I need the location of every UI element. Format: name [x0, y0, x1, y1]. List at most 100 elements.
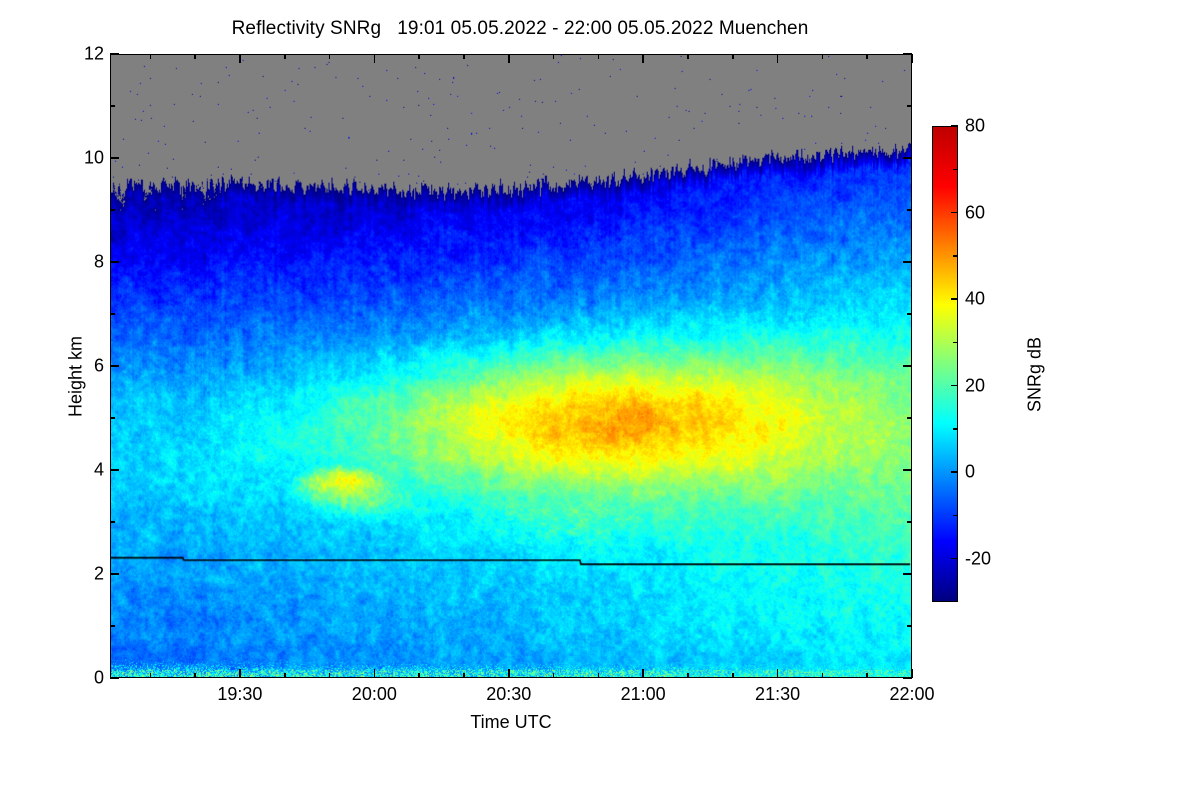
x-tick-label: 21:30 — [755, 684, 801, 704]
y-tick — [903, 573, 912, 575]
y-tick — [110, 157, 119, 159]
y-tick-minor — [110, 105, 115, 107]
x-tick — [373, 54, 376, 63]
x-tick-minor — [597, 673, 600, 678]
x-tick-label: 22:00 — [889, 684, 935, 704]
x-axis-title: Time UTC — [470, 712, 552, 732]
y-tick — [110, 469, 119, 471]
colorbar-tick — [951, 125, 958, 127]
x-tick-minor — [687, 673, 689, 678]
x-tick-minor — [731, 673, 734, 678]
x-tick-minor — [328, 673, 331, 678]
x-tick-minor — [866, 54, 868, 59]
x-tick — [373, 669, 376, 678]
colorbar-tick — [951, 384, 958, 387]
y-tick — [903, 469, 912, 471]
y-tick-minor — [110, 313, 115, 315]
x-tick — [642, 54, 644, 63]
y-tick-label: 4 — [93, 459, 104, 480]
y-tick-minor — [907, 105, 912, 107]
x-tick — [776, 54, 779, 63]
colorbar-tick-label: 80 — [965, 115, 986, 136]
colorbar-tick — [951, 298, 958, 300]
y-tick-label: 2 — [93, 563, 104, 584]
reflectivity-heatmap — [111, 55, 911, 677]
x-tick-minor — [149, 673, 152, 678]
x-tick-label: 19:30 — [217, 684, 263, 704]
x-tick — [239, 54, 241, 63]
x-tick-label: 20:30 — [486, 684, 532, 704]
colorbar-tick-label: 20 — [965, 375, 986, 396]
x-tick — [776, 669, 779, 678]
y-tick-minor — [907, 521, 912, 523]
x-tick-minor — [552, 54, 555, 59]
y-tick-minor — [110, 625, 115, 627]
x-tick-minor — [418, 54, 420, 59]
x-tick-minor — [283, 54, 286, 59]
x-tick-label: 21:00 — [620, 684, 666, 704]
x-tick-minor — [866, 673, 868, 678]
y-tick — [110, 261, 119, 263]
colorbar-tick — [951, 558, 958, 560]
y-tick — [903, 261, 912, 263]
y-tick-minor — [907, 313, 912, 315]
x-tick — [642, 669, 644, 678]
y-tick-minor — [110, 209, 115, 211]
x-tick-minor — [463, 54, 465, 59]
y-tick-label: 6 — [93, 355, 104, 376]
y-tick-minor — [110, 417, 115, 419]
colorbar-tick-minor — [953, 514, 958, 517]
x-tick-minor — [328, 54, 331, 59]
y-tick-label: 12 — [83, 43, 104, 64]
x-tick-minor — [194, 54, 196, 59]
colorbar-tick-label: -20 — [965, 548, 992, 569]
x-tick-minor — [821, 673, 824, 678]
y-axis-title: Height km — [65, 335, 86, 418]
x-tick — [507, 54, 510, 63]
colorbar-tick-minor — [953, 428, 958, 430]
x-tick-minor — [283, 673, 286, 678]
y-tick-minor — [110, 521, 115, 523]
colorbar-tick-label: 40 — [965, 288, 986, 309]
y-tick-minor — [907, 209, 912, 211]
colorbar-tick-minor — [953, 168, 958, 170]
colorbar-tick-minor — [953, 341, 958, 344]
x-tick-minor — [194, 673, 196, 678]
x-tick — [507, 669, 510, 678]
y-tick-minor — [907, 625, 912, 627]
y-tick-label: 10 — [83, 147, 104, 168]
y-tick-minor — [907, 417, 912, 419]
x-tick-minor — [463, 673, 465, 678]
plot-area — [110, 54, 912, 678]
x-tick — [911, 54, 913, 63]
chart-title: Reflectivity SNRg 19:01 05.05.2022 - 22:… — [231, 18, 809, 39]
colorbar-tick-label: 60 — [965, 202, 986, 223]
y-tick — [903, 365, 912, 367]
colorbar-tick — [951, 211, 958, 214]
x-tick-minor — [552, 673, 555, 678]
y-tick-label: 8 — [93, 251, 104, 272]
x-tick — [911, 669, 913, 678]
y-tick — [903, 677, 912, 679]
y-tick — [903, 157, 912, 159]
y-tick — [110, 677, 119, 679]
x-tick-minor — [687, 54, 689, 59]
y-tick — [110, 365, 119, 367]
x-tick — [239, 669, 241, 678]
colorbar-tick — [951, 471, 958, 473]
colorbar-title: SNRg dB — [1024, 336, 1045, 413]
x-tick-minor — [597, 54, 600, 59]
x-tick-minor — [149, 54, 152, 59]
y-tick-label: 0 — [93, 667, 104, 688]
colorbar-tick-label: 0 — [965, 461, 976, 482]
x-tick-minor — [821, 54, 824, 59]
y-tick — [110, 573, 119, 575]
x-tick-minor — [731, 54, 734, 59]
y-tick — [110, 53, 119, 55]
colorbar-gradient — [933, 127, 957, 601]
x-tick-minor — [418, 673, 420, 678]
y-tick — [903, 53, 912, 55]
colorbar-tick-minor — [953, 255, 958, 257]
colorbar — [932, 126, 958, 602]
